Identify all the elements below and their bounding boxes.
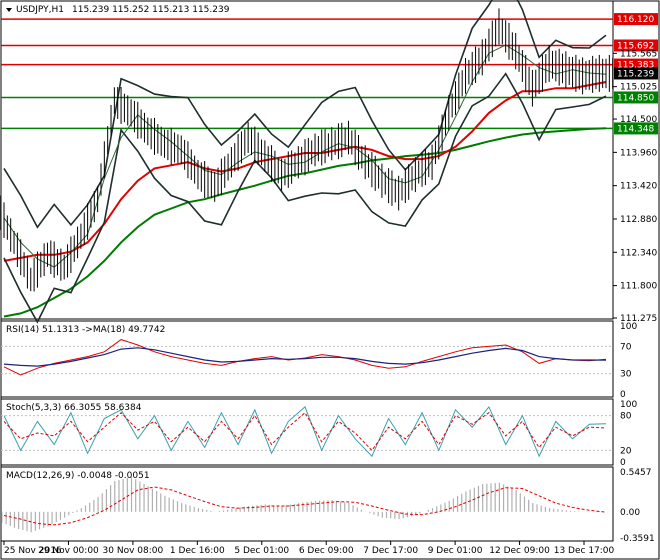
time-tick-label: 30 Nov 08:00 <box>103 546 164 556</box>
rsi-title: RSI(14) 51.1313 ->MA(18) 49.7742 <box>6 325 165 335</box>
symbol-label: USDJPY,H1 <box>16 5 64 15</box>
level-label-bg <box>614 39 658 52</box>
lower-band-line <box>3 72 607 324</box>
macd-signal-line <box>3 486 607 526</box>
time-tick-label: 7 Dec 17:00 <box>363 546 418 556</box>
macd-tick-label: 0.00 <box>620 508 640 518</box>
macd-panel-frame <box>0 466 614 542</box>
current-price-bg <box>614 67 658 80</box>
stoch-tick-label: 80 <box>620 412 632 422</box>
rsi-tick-label: 100 <box>620 322 637 332</box>
price-tick-label: 114.500 <box>620 115 657 125</box>
stoch-tick-label: 0 <box>620 458 626 468</box>
price-tick-label: 113.420 <box>620 182 657 192</box>
rsi-ma-line <box>3 347 607 367</box>
level-label: 115.692 <box>617 42 654 52</box>
stoch-panel: 100 80 20 0 <box>1 400 637 468</box>
time-tick-label: 29 Nov 00:00 <box>38 546 99 556</box>
price-panel: 116.120 115.692 115.383 114.850 114.348 115.5… <box>0 0 658 324</box>
stoch-panel-frame <box>0 398 614 466</box>
rsi-tick-label: 70 <box>620 342 632 352</box>
rsi-tick-label: 0 <box>620 390 626 400</box>
price-tick-label: 115.025 <box>620 83 657 93</box>
price-tick-label: 111.275 <box>620 314 657 324</box>
stoch-tick-label: 20 <box>620 446 632 456</box>
macd-tick-label: 0.5457 <box>620 468 652 478</box>
current-price-label: 115.239 <box>617 69 654 79</box>
level-label-bg <box>614 122 658 135</box>
price-tick-label: 115.565 <box>620 49 657 59</box>
rsi-panel: 100 70 30 0 <box>1 322 637 400</box>
macd-tick-label: -0.3591 <box>620 534 655 544</box>
price-tick-label: 112.340 <box>620 248 657 258</box>
time-tick-label: 25 Nov 2016 <box>4 546 62 556</box>
price-tick-label: 111.800 <box>620 282 657 292</box>
price-tick-label: 112.880 <box>620 215 657 225</box>
macd-title: MACD(12,26,9) -0.0048 -0.0051 <box>6 471 150 481</box>
price-tick-label: 113.960 <box>620 148 657 158</box>
level-label: 114.348 <box>617 124 654 134</box>
stoch-title: Stoch(5,3,3) 66.3055 58.6384 <box>6 403 142 413</box>
symbol-dropdown-icon[interactable] <box>6 8 12 12</box>
level-label-bg <box>614 13 658 26</box>
price-panel-frame <box>0 0 614 320</box>
level-label: 114.850 <box>617 93 654 103</box>
rsi-tick-label: 30 <box>620 370 632 380</box>
macd-panel: 0.5457 0.00 -0.3591 <box>1 468 655 544</box>
ohlc-values: 115.239 115.252 115.213 115.239 <box>72 5 230 15</box>
level-label: 115.383 <box>617 61 654 71</box>
time-tick-label: 5 Dec 01:00 <box>234 546 289 556</box>
stoch-d-line <box>3 411 607 452</box>
time-tick-label: 1 Dec 16:00 <box>170 546 225 556</box>
stoch-k-line <box>3 405 607 458</box>
time-tick-label: 13 Dec 17:00 <box>554 546 615 556</box>
time-tick-label: 12 Dec 09:00 <box>489 546 550 556</box>
stoch-tick-label: 100 <box>620 400 637 410</box>
time-tick-label: 6 Dec 09:00 <box>299 546 354 556</box>
level-label-bg <box>614 91 658 104</box>
level-label: 116.120 <box>617 15 654 25</box>
time-tick-label: 9 Dec 01:00 <box>428 546 483 556</box>
rsi-panel-frame <box>0 320 614 398</box>
